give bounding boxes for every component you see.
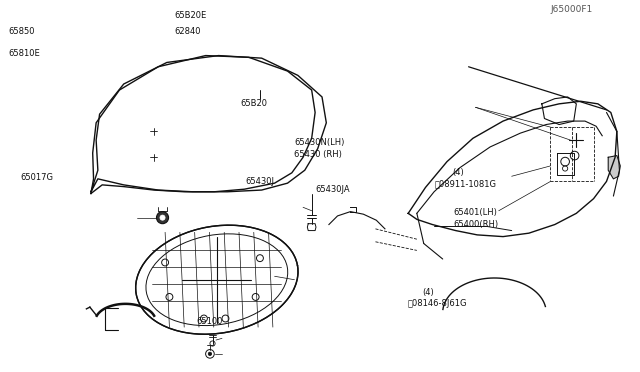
Text: 65430J: 65430J bbox=[245, 177, 274, 186]
Text: 65430 (RH): 65430 (RH) bbox=[294, 150, 342, 158]
Text: ⓝ08911-1081G: ⓝ08911-1081G bbox=[435, 180, 497, 189]
Circle shape bbox=[208, 352, 212, 356]
Circle shape bbox=[157, 212, 168, 224]
Text: 65430N(LH): 65430N(LH) bbox=[294, 138, 344, 147]
Text: 65B20: 65B20 bbox=[240, 99, 267, 109]
Text: 65400(RH): 65400(RH) bbox=[453, 219, 498, 228]
Text: 65100: 65100 bbox=[196, 317, 222, 326]
Text: 65810E: 65810E bbox=[8, 49, 40, 58]
Text: 65401(LH): 65401(LH) bbox=[453, 208, 497, 217]
Text: 65B20E: 65B20E bbox=[174, 12, 206, 20]
Text: 65017G: 65017G bbox=[20, 173, 53, 182]
Text: 62840: 62840 bbox=[174, 28, 200, 36]
Circle shape bbox=[160, 215, 165, 220]
Text: (4): (4) bbox=[422, 288, 434, 296]
Text: Ⓑ08146-8J61G: Ⓑ08146-8J61G bbox=[408, 299, 467, 308]
Text: 65430JA: 65430JA bbox=[315, 186, 349, 195]
Text: J65000F1: J65000F1 bbox=[550, 6, 592, 15]
Polygon shape bbox=[608, 155, 620, 179]
Text: (4): (4) bbox=[452, 167, 464, 176]
Text: 65850: 65850 bbox=[8, 28, 35, 36]
